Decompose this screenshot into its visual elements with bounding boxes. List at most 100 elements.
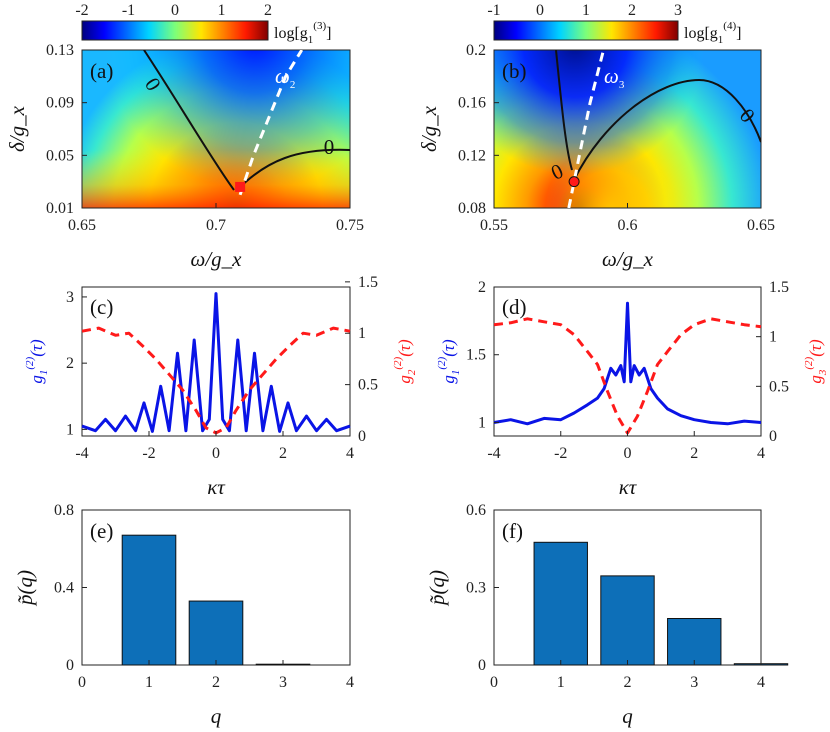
marker-square-a <box>235 181 246 192</box>
colorbar-label-a: log[g1 (3)] <box>274 20 331 46</box>
y-right-tick-label-c: 1 <box>358 325 366 342</box>
x-tick-label-c: 2 <box>279 445 287 462</box>
x-axis-label-e: q <box>211 704 222 728</box>
y-tick-label-e: 0.8 <box>54 502 74 519</box>
y-left-tick-label-d: 2 <box>478 279 486 296</box>
panel-label-f: (f) <box>502 519 523 543</box>
y-left-axis-label-d-main: g <box>439 375 458 384</box>
curve-label-a: ω2 <box>275 64 295 91</box>
colorbar-label-b: log[g1 (4)] <box>684 20 741 46</box>
colorbar-tick-label-b: -1 <box>487 2 500 19</box>
y-right-tick-label-d: 0.5 <box>769 378 789 395</box>
panel-e: (e) 0 1 2 3 4 0 0.4 0.8 q p̃(q) <box>13 502 354 728</box>
y-left-axis-label-c-main: g <box>27 375 46 384</box>
x-tick-label-e: 2 <box>212 674 220 691</box>
x-tick-label-f: 0 <box>490 674 498 691</box>
panel-label-b: (b) <box>502 59 527 83</box>
y-right-tick-label-d: 0 <box>769 428 777 445</box>
x-tick-label-a: 0.7 <box>206 217 226 234</box>
y-left-axis-label-d-sub: 1 <box>450 370 462 376</box>
bar-f-q3 <box>667 618 722 666</box>
bar-f-q2 <box>600 575 655 666</box>
curve-label-main-a: ω <box>275 64 290 88</box>
x-tick-label-f: 2 <box>624 674 632 691</box>
x-tick-label-e: 3 <box>279 674 287 691</box>
x-tick-label-c: 4 <box>346 445 354 462</box>
y-right-axis-label-c: g2(2)(τ) <box>392 339 418 384</box>
y-tick-label-e: 0 <box>66 657 74 674</box>
x-axis-label-b: ω/g_x <box>602 247 654 271</box>
x-tick-label-e: 4 <box>346 674 354 691</box>
dashed-curve-b <box>567 50 605 208</box>
curve-label-b: ω3 <box>604 64 625 91</box>
y-right-tick-label-d: 1 <box>769 329 777 346</box>
y-tick-label-e: 0.4 <box>54 580 74 597</box>
y-right-tick-label-c: 0 <box>358 428 366 445</box>
x-tick-label-b: 0.55 <box>480 217 508 234</box>
x-tick-label-e: 0 <box>78 674 86 691</box>
colorbar-label-sub-a: 1 <box>308 34 314 46</box>
x-tick-label-f: 1 <box>557 674 565 691</box>
panel-f: (f) 0 1 2 3 4 0 0.3 0.6 q p̃(q) <box>425 502 789 728</box>
y-axis-label-b: δ/g_x <box>417 105 441 152</box>
bar-e-q1 <box>121 534 177 666</box>
y-right-axis-label-d: g3(2)(τ) <box>803 339 829 384</box>
x-tick-label-d: 2 <box>690 445 698 462</box>
colorbar-tick-label-b: 2 <box>628 2 636 19</box>
marker-dot-b <box>568 176 580 188</box>
y-axis-label-a: δ/g_x <box>5 105 29 152</box>
contour-line-right-a <box>236 148 350 191</box>
y-left-tick-label-d: 1 <box>478 414 486 431</box>
x-tick-label-b: 0.6 <box>618 217 638 234</box>
series-line-c-g1 <box>81 292 351 433</box>
x-axis-label-c: κτ <box>207 475 226 499</box>
dashed-curve-a <box>238 50 304 196</box>
colorbar-label-end-b: ] <box>736 25 741 42</box>
colorbar-tick-label-a: -1 <box>122 2 135 19</box>
colorbar-tick-label-a: -2 <box>75 2 88 19</box>
y-right-axis-label-c-arg: (τ) <box>395 339 414 357</box>
contour-line-left-b <box>555 50 573 171</box>
colorbar-label-main-a: log[g <box>274 25 308 42</box>
x-tick-label-e: 1 <box>145 674 153 691</box>
contour-line-left-a <box>143 50 235 191</box>
colorbar-a <box>81 20 269 41</box>
x-tick-label-d: -2 <box>554 445 567 462</box>
curve-label-sub-a: 2 <box>290 79 296 91</box>
y-left-tick-label-c: 3 <box>66 289 74 306</box>
bar-e-q2 <box>188 600 244 666</box>
x-tick-label-c: -4 <box>75 445 88 462</box>
contour-line-right-b <box>573 78 761 181</box>
y-right-tick-label-d: 1.5 <box>769 279 789 296</box>
colorbar-label-sub-b: 1 <box>718 34 724 46</box>
series-line-d-g1 <box>493 301 762 426</box>
y-axis-label-e: p̃(q) <box>13 570 37 607</box>
colorbar-label-main-b: log[g <box>684 25 718 42</box>
y-tick-label-a: 0.05 <box>46 147 74 164</box>
curve-label-sub-b: 3 <box>619 79 625 91</box>
x-tick-label-d: 4 <box>757 445 765 462</box>
colorbar-label-sup-b: (4) <box>723 20 736 32</box>
x-tick-label-d: -4 <box>487 445 500 462</box>
y-axis-label-f: p̃(q) <box>425 570 449 607</box>
y-left-axis-label-d-sup: (2) <box>436 356 448 369</box>
colorbar-b <box>493 20 679 41</box>
y-right-axis-label-c-sup: (2) <box>392 356 404 369</box>
y-tick-label-b: 0.08 <box>458 200 486 217</box>
y-tick-label-f: 0.3 <box>466 580 486 597</box>
contour-label-2-a: 0 <box>324 135 335 159</box>
colorbar-tick-label-b: 3 <box>674 2 682 19</box>
y-left-axis-label-c-arg: (τ) <box>27 339 46 357</box>
panel-label-a: (a) <box>90 59 113 83</box>
panel-d: (d)-4 -2 0 2 411.5200.511.5κτg1(2)(τ)g3(2)(τ… <box>436 279 829 499</box>
y-left-axis-label-d: g1(2)(τ) <box>436 339 462 384</box>
colorbar-tick-label-b: 0 <box>536 2 544 19</box>
x-axis-label-f: q <box>622 704 633 728</box>
y-right-axis-label-c-main: g <box>395 375 414 384</box>
colorbar-tick-label-a: 2 <box>264 2 272 19</box>
curve-label-main-b: ω <box>604 64 619 88</box>
y-left-tick-label-c: 1 <box>66 421 74 438</box>
x-tick-label-d: 0 <box>624 445 632 462</box>
